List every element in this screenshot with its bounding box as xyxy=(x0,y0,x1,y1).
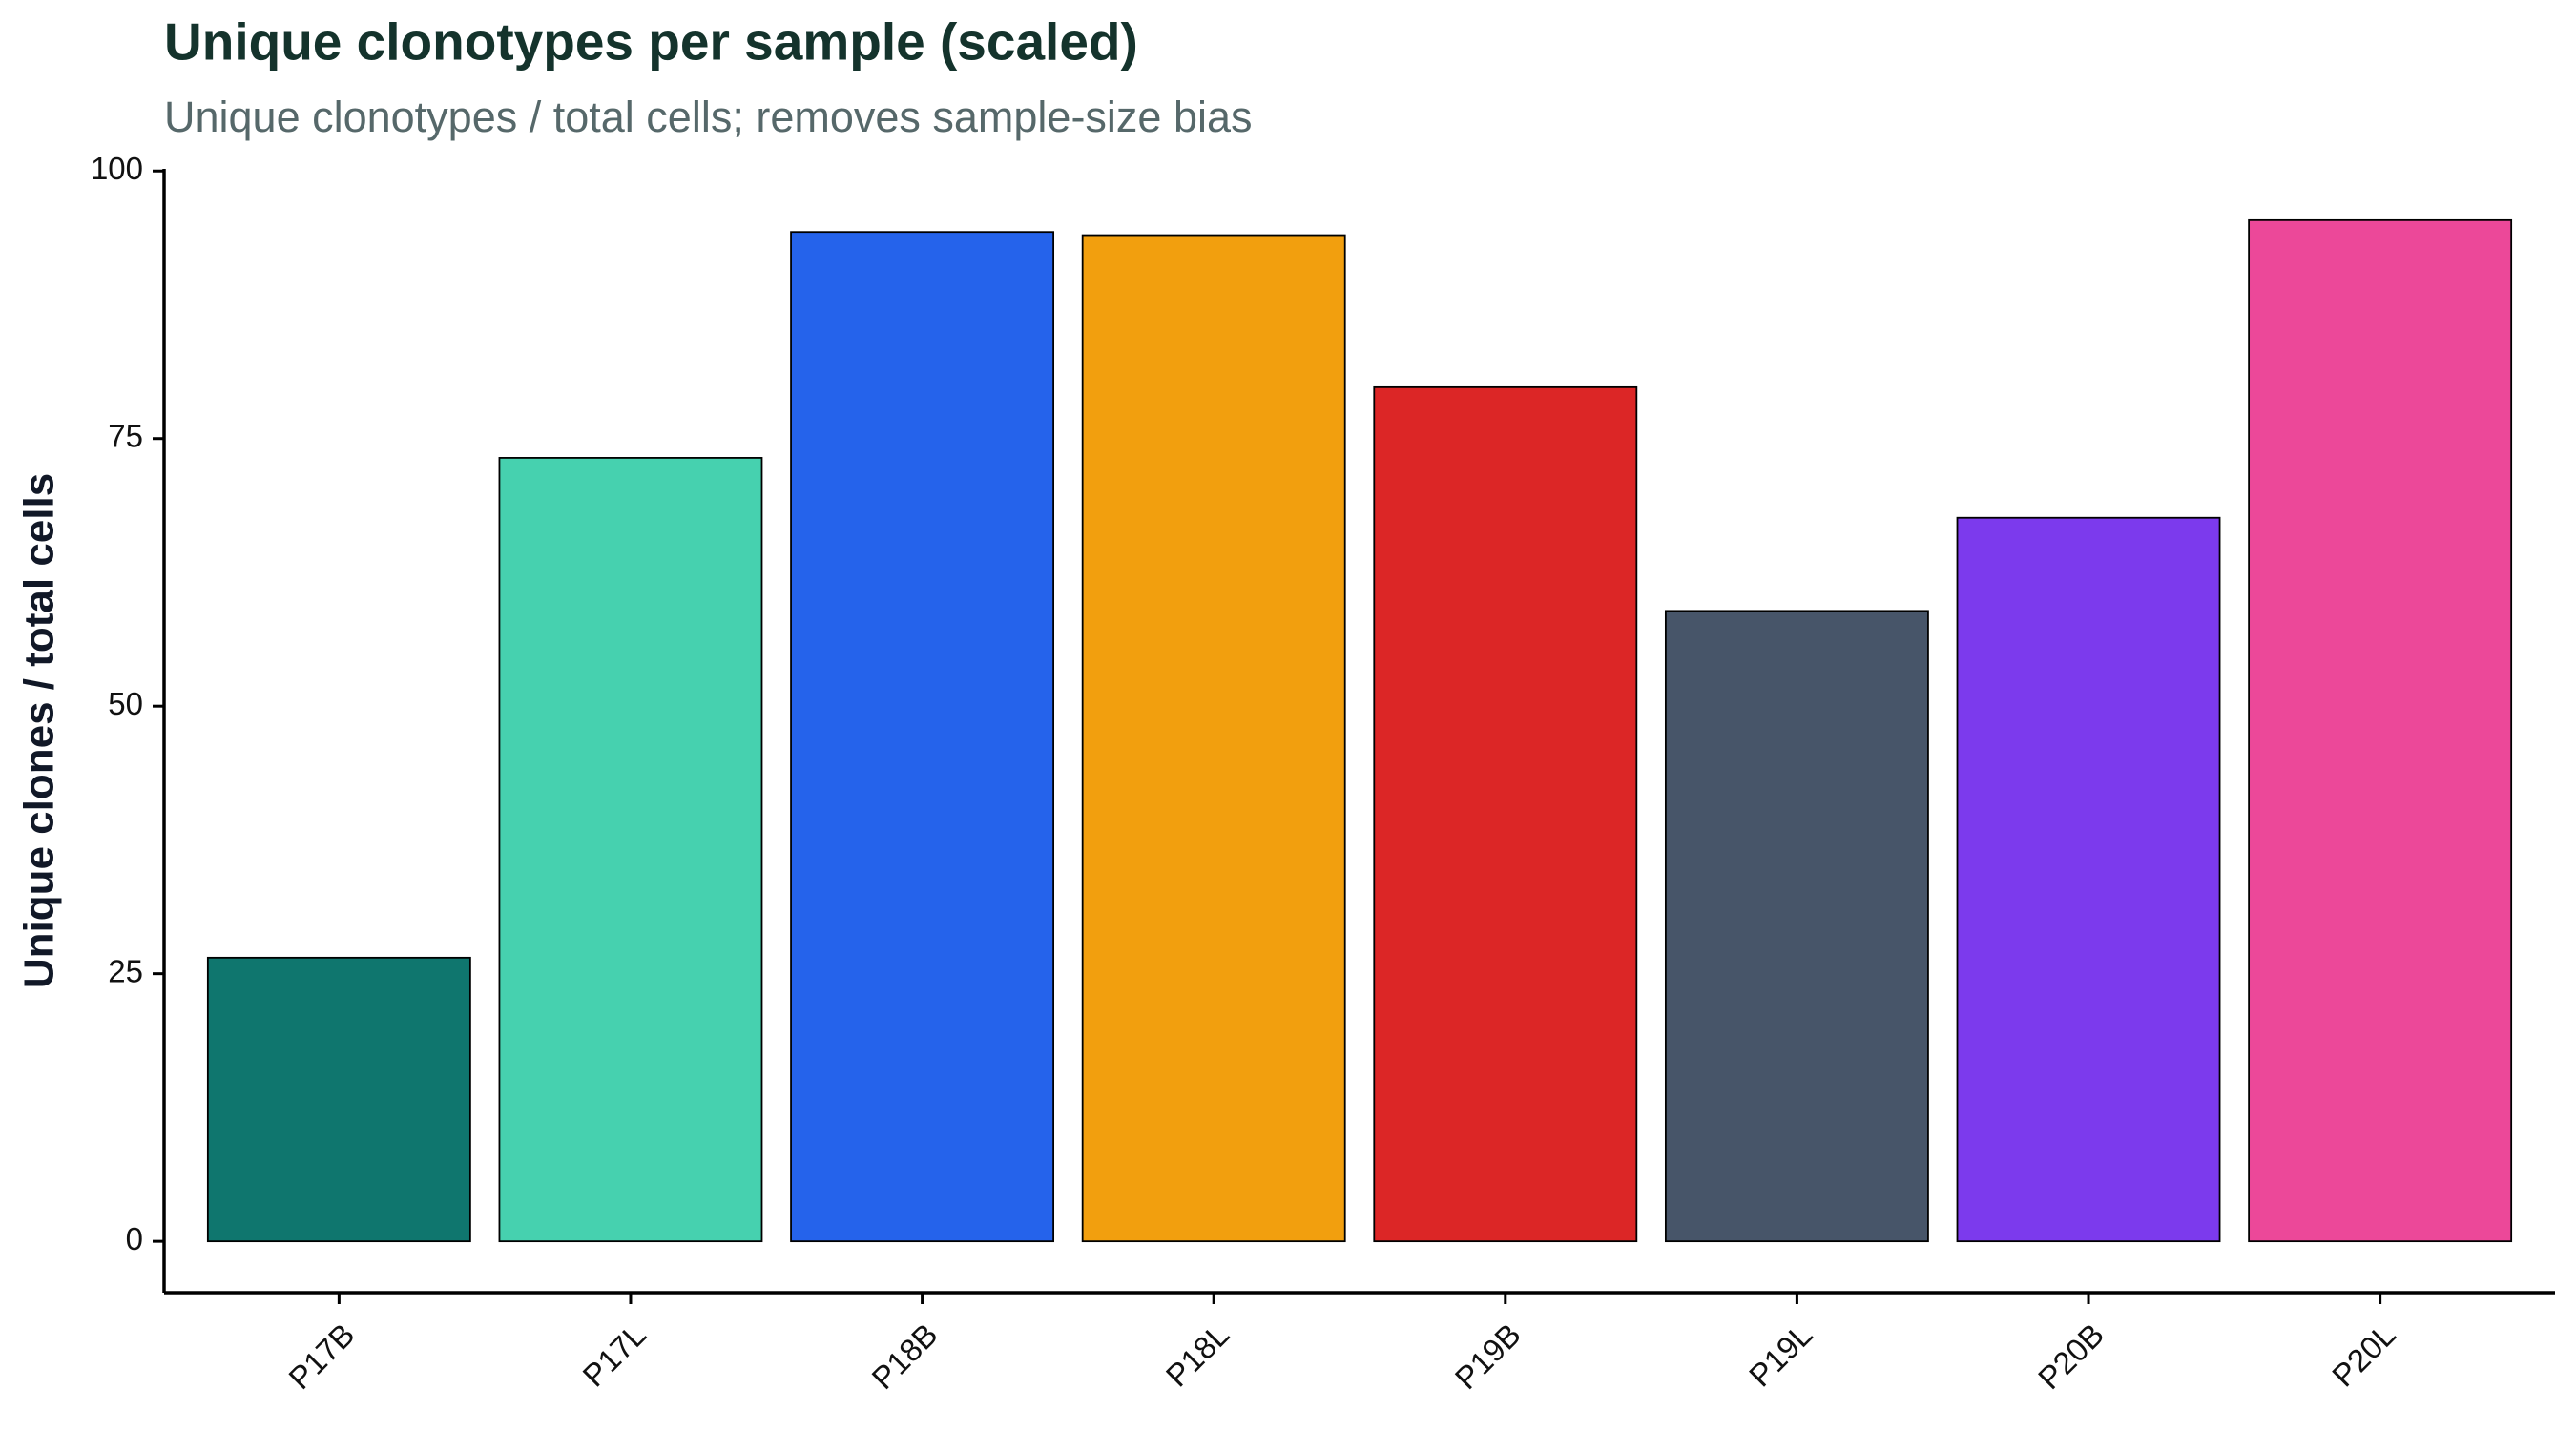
x-tick-label: P18B xyxy=(864,1317,944,1396)
bar xyxy=(790,231,1055,1243)
y-tick-label: 75 xyxy=(108,418,143,453)
x-tick-label: P19L xyxy=(1742,1317,1819,1394)
bar xyxy=(1956,516,2221,1243)
y-tick-label: 25 xyxy=(108,953,143,988)
x-tick-label: P18L xyxy=(1159,1317,1236,1394)
chart-subtitle: Unique clonotypes / total cells; removes… xyxy=(164,93,1253,141)
bar xyxy=(1664,610,1929,1243)
bar xyxy=(206,956,471,1243)
x-tick-label: P17L xyxy=(575,1317,653,1394)
bar xyxy=(1373,385,1638,1243)
x-tick-label: P19B xyxy=(1448,1317,1527,1396)
y-tick-label: 0 xyxy=(126,1221,143,1256)
y-axis-label: Unique clones / total cells xyxy=(16,473,63,988)
chart-title: Unique clonotypes per sample (scaled) xyxy=(164,12,1138,72)
x-tick-label: P20L xyxy=(2325,1317,2402,1394)
x-tick-label: P17B xyxy=(281,1317,361,1396)
bar xyxy=(2248,218,2513,1243)
y-tick-label: 100 xyxy=(91,151,143,186)
x-tick-label: P20B xyxy=(2031,1317,2110,1396)
y-tick-label: 50 xyxy=(108,686,143,721)
bar xyxy=(498,457,763,1243)
bar xyxy=(1081,234,1346,1243)
